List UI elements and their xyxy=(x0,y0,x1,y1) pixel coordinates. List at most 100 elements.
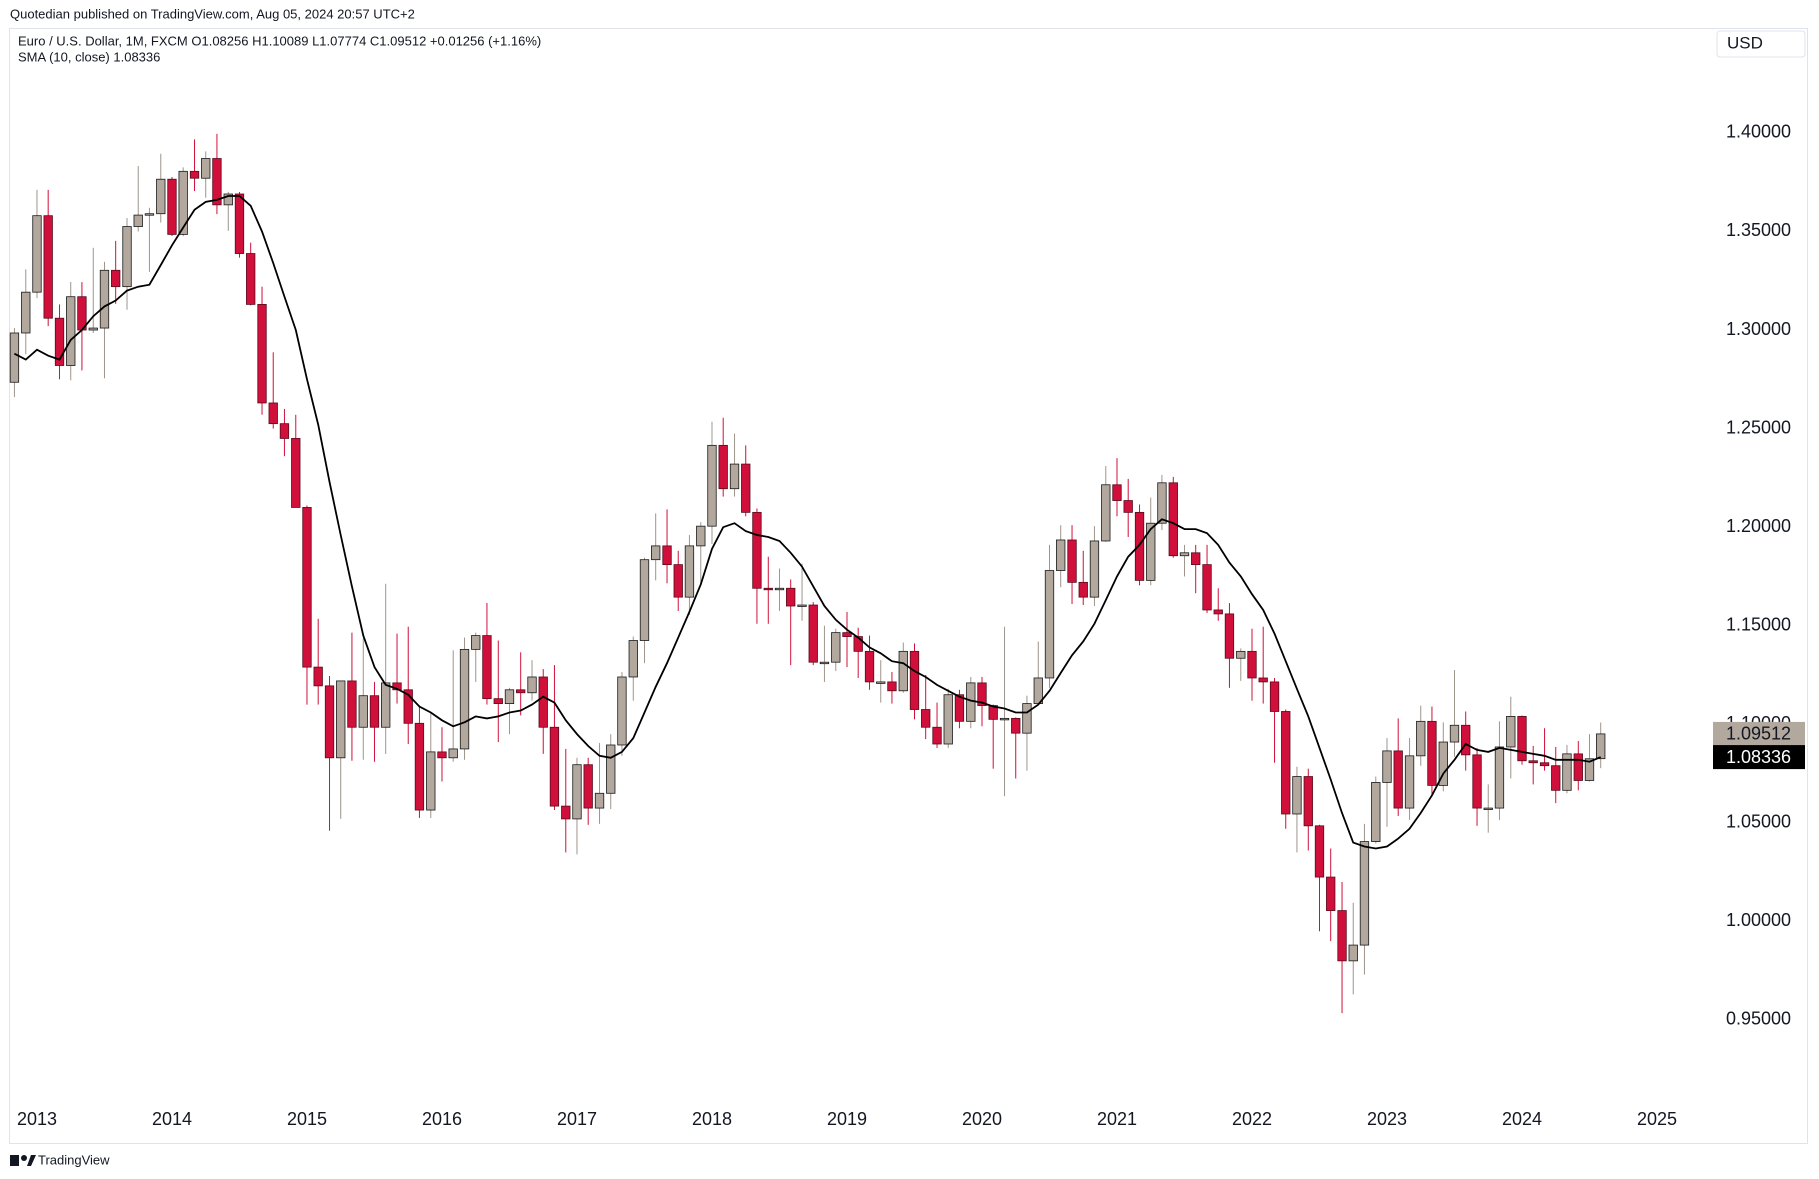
x-tick-label: 2016 xyxy=(422,1109,462,1129)
footer-text: TradingView xyxy=(38,1152,110,1167)
candle-body xyxy=(864,650,875,683)
candle-body xyxy=(606,744,616,794)
candle-body xyxy=(1258,677,1268,683)
candle-body xyxy=(493,698,503,704)
candle-body xyxy=(1078,581,1088,598)
y-tick-label: 1.40000 xyxy=(1726,122,1791,142)
candle-body xyxy=(1224,613,1235,659)
sma-legend: SMA (10, close) 1.08336 xyxy=(18,49,160,64)
x-tick-label: 2020 xyxy=(962,1109,1002,1129)
candle-body xyxy=(684,545,695,598)
candle-body xyxy=(66,296,76,366)
candle-body xyxy=(1438,741,1448,786)
candle-body xyxy=(1247,650,1257,679)
candle-body xyxy=(1236,650,1246,659)
candle-body xyxy=(347,680,357,728)
y-tick-label: 1.25000 xyxy=(1726,417,1791,437)
candle-body xyxy=(324,685,335,759)
candle-body xyxy=(673,564,683,598)
candle-body xyxy=(1281,711,1291,815)
candle-body xyxy=(178,170,188,235)
candle-body xyxy=(1573,753,1583,781)
candle-body xyxy=(876,681,886,684)
candle-body xyxy=(1202,564,1212,611)
candle-body xyxy=(381,682,391,728)
candle-body xyxy=(223,193,233,206)
candle-body xyxy=(1123,500,1133,513)
candle-body xyxy=(1089,540,1100,598)
candle-body xyxy=(516,689,526,694)
candle-body xyxy=(1134,511,1145,581)
x-tick-label: 2018 xyxy=(692,1109,732,1129)
candle-body xyxy=(977,682,987,706)
x-tick-label: 2019 xyxy=(827,1109,867,1129)
candle-body xyxy=(1314,825,1325,878)
candle-body xyxy=(1044,570,1055,679)
chart-frame xyxy=(9,28,1808,1144)
candle-body xyxy=(21,291,31,334)
candle-body xyxy=(572,764,582,820)
candle-body xyxy=(1472,754,1482,809)
candle-body xyxy=(43,215,53,319)
x-tick-label: 2022 xyxy=(1232,1109,1272,1129)
candle-body xyxy=(1539,762,1550,767)
candle-body xyxy=(887,681,897,692)
candle-body xyxy=(313,666,323,687)
candle-body xyxy=(268,402,278,425)
candle-body xyxy=(122,226,132,288)
candle-body xyxy=(1562,753,1572,791)
candle-body xyxy=(527,676,537,694)
candle-body xyxy=(549,726,560,807)
candle-body xyxy=(54,317,65,366)
candle-body xyxy=(966,682,976,722)
candle-body xyxy=(189,170,200,179)
candle-body xyxy=(1416,720,1426,757)
candle-body xyxy=(1393,750,1403,809)
candle-body xyxy=(414,722,425,811)
candle-body xyxy=(1011,717,1021,734)
candle-body xyxy=(1146,522,1156,581)
candle-body xyxy=(156,178,166,215)
candle-body xyxy=(651,545,661,561)
candle-body xyxy=(741,463,751,513)
candle-body xyxy=(1404,755,1415,809)
candle-body xyxy=(1337,910,1347,962)
y-tick-label: 1.30000 xyxy=(1726,319,1791,339)
currency-label: USD xyxy=(1727,33,1763,52)
candle-body xyxy=(696,525,706,547)
candle-body xyxy=(426,751,436,811)
x-tick-label: 2021 xyxy=(1097,1109,1137,1129)
candle-body xyxy=(133,214,143,227)
candle-body xyxy=(1157,482,1167,524)
candle-body xyxy=(88,327,98,331)
candle-body xyxy=(459,648,470,750)
candle-body xyxy=(201,158,211,179)
candle-body xyxy=(1326,876,1336,911)
x-tick-label: 2024 xyxy=(1502,1109,1542,1129)
currency-button[interactable] xyxy=(1716,30,1806,58)
candle-body xyxy=(1517,716,1527,762)
candle-body xyxy=(752,511,762,589)
candle-body xyxy=(1348,944,1358,962)
candle-body xyxy=(1449,724,1460,743)
candle-body xyxy=(246,253,256,305)
candle-body xyxy=(1022,703,1032,734)
candle-body xyxy=(999,717,1010,721)
candle-body xyxy=(1461,724,1471,756)
y-tick-label: 1.05000 xyxy=(1726,812,1791,832)
candle-body xyxy=(1359,841,1370,946)
candle-body xyxy=(909,650,920,710)
candle-body xyxy=(628,640,638,678)
candle-body xyxy=(1067,539,1077,583)
price-tag-label: 1.09512 xyxy=(1726,724,1791,744)
candle-body xyxy=(808,604,818,663)
candle-body xyxy=(718,444,728,490)
candle-body xyxy=(369,695,380,728)
candle-body xyxy=(774,587,785,591)
x-tick-label: 2014 xyxy=(152,1109,192,1129)
candle-body xyxy=(167,178,177,235)
candle-body xyxy=(99,269,110,329)
candle-body xyxy=(9,332,20,383)
